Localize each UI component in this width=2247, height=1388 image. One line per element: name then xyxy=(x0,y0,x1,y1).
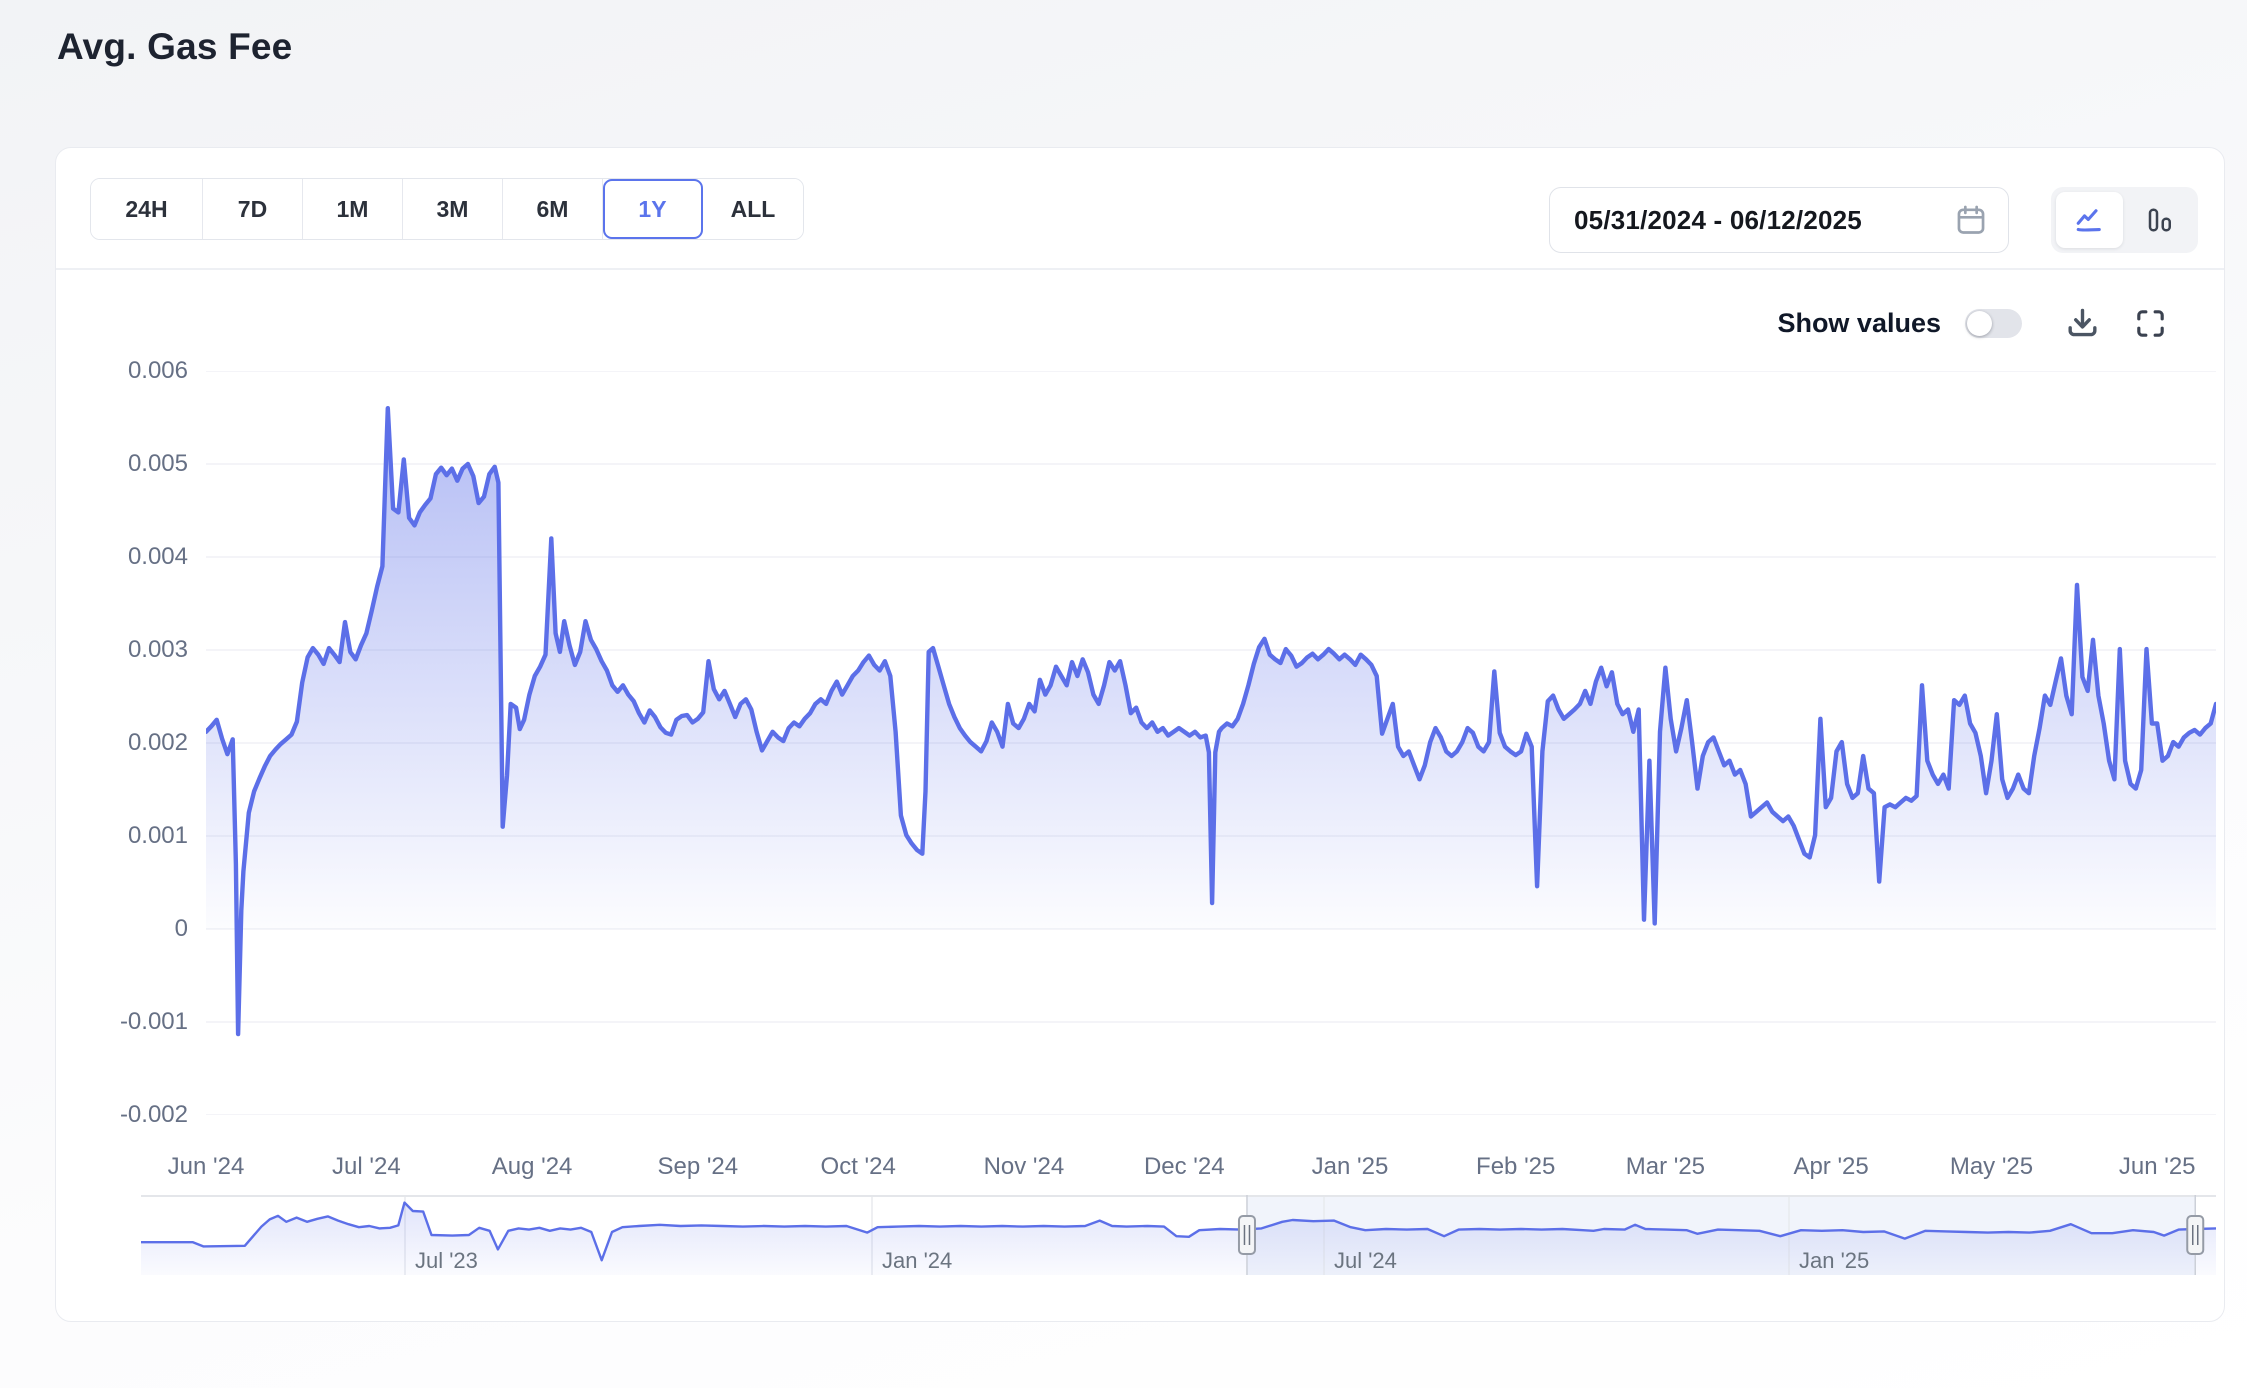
x-axis-tick-label: Sep '24 xyxy=(657,1153,739,1180)
navigator-tick-label: Jul '24 xyxy=(1334,1248,1397,1273)
navigator-left-handle[interactable] xyxy=(1237,1195,1256,1275)
y-axis-tick-label: 0.001 xyxy=(127,822,188,849)
x-axis-tick-label: Apr '25 xyxy=(1793,1153,1869,1180)
gas-fee-area-chart[interactable] xyxy=(206,371,2216,1115)
x-axis-tick-label: Jan '25 xyxy=(1311,1153,1389,1180)
bar-chart-type-button[interactable] xyxy=(2127,192,2194,248)
x-axis-tick-label: Jul '24 xyxy=(332,1153,401,1180)
x-axis-tick-label: Mar '25 xyxy=(1625,1153,1706,1180)
show-values-label: Show values xyxy=(1777,307,1941,338)
x-axis-tick-label: Aug '24 xyxy=(491,1153,573,1180)
time-range-button-6m[interactable]: 6M xyxy=(503,179,603,239)
y-axis-tick-label: 0.002 xyxy=(127,729,188,756)
y-axis-tick-label: 0.005 xyxy=(127,450,188,477)
time-range-button-7d[interactable]: 7D xyxy=(203,179,303,239)
y-axis-tick-label: -0.001 xyxy=(119,1008,188,1035)
time-range-button-3m[interactable]: 3M xyxy=(403,179,503,239)
y-axis-tick-label: 0 xyxy=(174,915,188,942)
navigator-tick-label: Jan '24 xyxy=(882,1248,953,1273)
date-range-value: 05/31/2024 - 06/12/2025 xyxy=(1574,204,1862,235)
y-axis-tick-label: 0.004 xyxy=(127,543,188,570)
show-values-toggle[interactable] xyxy=(1965,308,2022,338)
line-chart-icon xyxy=(2074,205,2104,235)
download-icon xyxy=(2064,305,2101,342)
page-title: Avg. Gas Fee xyxy=(57,26,293,67)
time-range-button-1m[interactable]: 1M xyxy=(303,179,403,239)
fullscreen-icon xyxy=(2134,307,2167,340)
chart-type-toggle xyxy=(2051,187,2198,253)
time-range-button-all[interactable]: ALL xyxy=(703,179,803,239)
x-axis-tick-label: Jun '25 xyxy=(2118,1153,2196,1180)
x-axis-tick-label: May '25 xyxy=(1949,1153,2034,1180)
x-axis-tick-label: Dec '24 xyxy=(1143,1153,1225,1180)
time-range-button-1y[interactable]: 1Y xyxy=(603,179,703,239)
navigator-right-handle[interactable] xyxy=(2186,1195,2205,1275)
x-axis-tick-label: Oct '24 xyxy=(820,1153,896,1180)
toggle-knob xyxy=(1967,310,1992,336)
x-axis-tick-label: Nov '24 xyxy=(983,1153,1065,1180)
download-button[interactable] xyxy=(2060,301,2104,345)
calendar-icon xyxy=(1954,203,1988,237)
y-axis-tick-label: 0.006 xyxy=(127,357,188,384)
fullscreen-button[interactable] xyxy=(2128,301,2172,345)
line-chart-type-button[interactable] xyxy=(2056,192,2123,248)
x-axis-tick-label: Jun '24 xyxy=(167,1153,245,1180)
chart-navigator[interactable] xyxy=(141,1195,2216,1275)
time-range-button-24h[interactable]: 24H xyxy=(91,179,203,239)
chart-card: 24H 7D 1M 3M 6M 1Y ALL 05/31/2024 - 06/12/2025 xyxy=(55,147,2225,1322)
chart-controls-row: Show values xyxy=(1777,298,2172,348)
toolbar-divider xyxy=(56,268,2224,270)
bar-chart-icon xyxy=(2145,205,2175,235)
navigator-tick-label: Jul '23 xyxy=(415,1248,478,1273)
navigator-tick-label: Jan '25 xyxy=(1799,1248,1870,1273)
x-axis-tick-label: Feb '25 xyxy=(1476,1153,1556,1180)
y-axis-tick-label: 0.003 xyxy=(127,636,188,663)
date-range-picker[interactable]: 05/31/2024 - 06/12/2025 xyxy=(1549,187,2009,253)
time-range-button-group: 24H 7D 1M 3M 6M 1Y ALL xyxy=(90,178,804,240)
y-axis-tick-label: -0.002 xyxy=(119,1101,188,1128)
